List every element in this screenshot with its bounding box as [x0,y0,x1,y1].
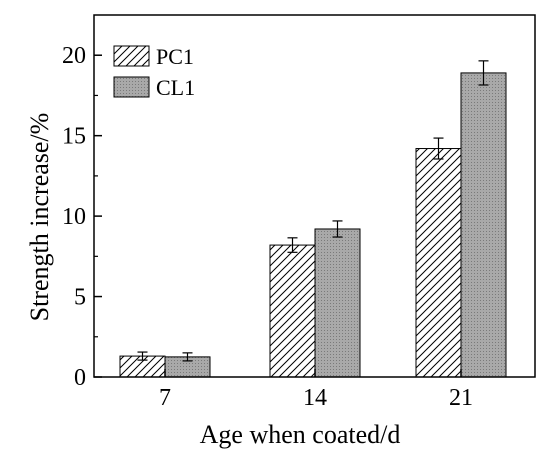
x-tick-label-7: 7 [159,385,171,411]
legend-label-cl1: CL1 [156,75,195,100]
legend-swatch-cl1 [113,76,150,98]
x-tick-label-21: 21 [449,385,473,411]
y-tick-label-20: 20 [62,43,86,69]
bar-pc1-14 [269,244,316,378]
bar-pc1-21 [415,148,462,378]
legend-label-pc1: PC1 [156,44,194,69]
y-axis: 0 5 10 15 20 [62,43,102,391]
x-axis-label: Age when coated/d [200,420,401,449]
plot-area [93,14,536,378]
x-tick-label-14: 14 [303,385,327,411]
bar-cl1-14 [314,228,361,378]
legend-swatch-pc1 [113,45,150,67]
y-tick-label-5: 5 [74,285,86,311]
bar-cl1-21 [460,72,507,378]
y-tick-label-15: 15 [62,124,86,150]
y-tick-label-0: 0 [74,365,86,391]
x-axis: 7 14 21 [159,369,473,411]
y-axis-label: Strength increase/% [25,113,54,322]
y-tick-label-10: 10 [62,204,86,230]
